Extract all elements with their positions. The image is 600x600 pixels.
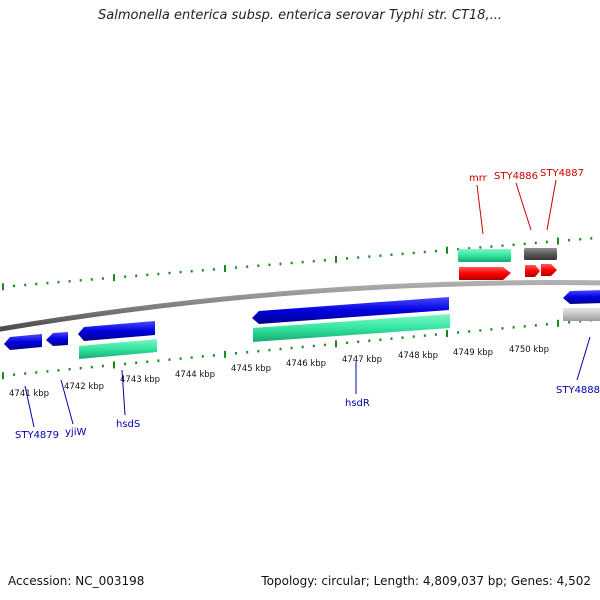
- cds-arrow-sty4888[interactable]: [563, 290, 600, 304]
- cds-arrow-sty4886[interactable]: [525, 265, 540, 277]
- gene-block-sty4888-region[interactable]: [563, 308, 600, 321]
- kbp-label: 4748 kbp: [398, 351, 438, 361]
- kbp-label: 4747 kbp: [342, 355, 382, 365]
- gene-block-hsdr[interactable]: [253, 314, 450, 342]
- kbp-label: 4749 kbp: [453, 348, 493, 358]
- cds-arrow-mrr[interactable]: [459, 267, 511, 280]
- gene-label-sty4886[interactable]: STY4886: [494, 171, 538, 182]
- kbp-label: 4750 kbp: [509, 345, 549, 355]
- gene-block-sty4886-region[interactable]: [524, 248, 557, 260]
- kbp-label: 4745 kbp: [231, 364, 271, 374]
- gene-labels: mrr STY4886 STY4887 STY4888 STY4879 yjiW…: [15, 168, 600, 441]
- gene-block-mrr-region[interactable]: [458, 249, 511, 262]
- gene-label-sty4879[interactable]: STY4879: [15, 430, 59, 441]
- kbp-scale-labels: 4741 kbp 4742 kbp 4743 kbp 4744 kbp 4745…: [9, 345, 549, 399]
- forward-strand-features: [458, 248, 557, 280]
- kbp-label: 4746 kbp: [286, 359, 326, 369]
- gene-label-sty4887[interactable]: STY4887: [540, 168, 584, 179]
- cds-arrow-sty4887[interactable]: [541, 264, 557, 276]
- kbp-label: 4741 kbp: [9, 389, 49, 399]
- gene-label-sty4888[interactable]: STY4888: [556, 385, 600, 396]
- gene-label-hsdr[interactable]: hsdR: [345, 398, 370, 409]
- reverse-strand-features: [4, 290, 600, 359]
- cds-arrow-hsds[interactable]: [78, 321, 155, 341]
- kbp-label: 4743 kbp: [120, 375, 160, 385]
- cds-arrow-hsdr[interactable]: [252, 297, 449, 324]
- cds-arrow-sty4879[interactable]: [4, 334, 42, 350]
- genome-summary-text: Topology: circular; Length: 4,809,037 bp…: [261, 574, 591, 588]
- kbp-label: 4744 kbp: [175, 370, 215, 380]
- gene-label-hsds[interactable]: hsdS: [116, 419, 140, 430]
- gene-label-mrr[interactable]: mrr: [469, 173, 488, 184]
- gene-label-leaders: [24, 179, 591, 428]
- gene-block-hsds[interactable]: [79, 339, 157, 359]
- genome-backbone: [0, 280, 600, 332]
- upper-tick-row: [2, 237, 593, 291]
- kbp-label: 4742 kbp: [64, 382, 104, 392]
- gene-label-yjiw[interactable]: yjiW: [65, 427, 86, 438]
- accession-text: Accession: NC_003198: [8, 574, 145, 588]
- lower-tick-row: [2, 319, 593, 380]
- genome-title: Salmonella enterica subsp. enterica sero…: [98, 8, 502, 23]
- cds-arrow-yjiw[interactable]: [46, 332, 68, 346]
